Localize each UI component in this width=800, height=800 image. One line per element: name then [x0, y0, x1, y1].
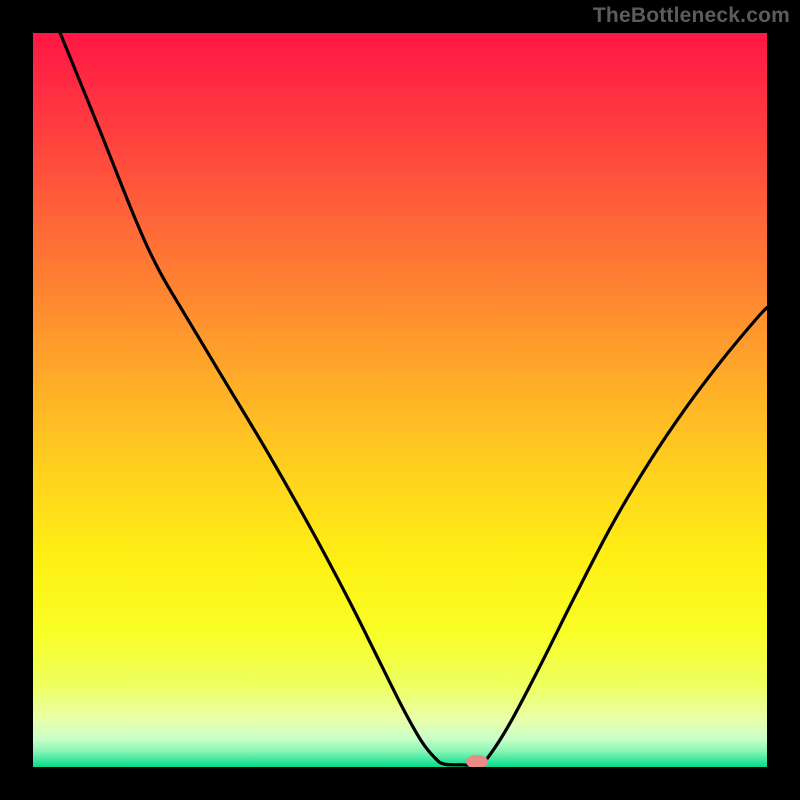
bottleneck-chart: [0, 0, 800, 800]
watermark-label: TheBottleneck.com: [593, 4, 790, 28]
optimal-marker: [466, 755, 488, 769]
chart-stage: TheBottleneck.com: [0, 0, 800, 800]
plot-gradient: [33, 33, 767, 767]
